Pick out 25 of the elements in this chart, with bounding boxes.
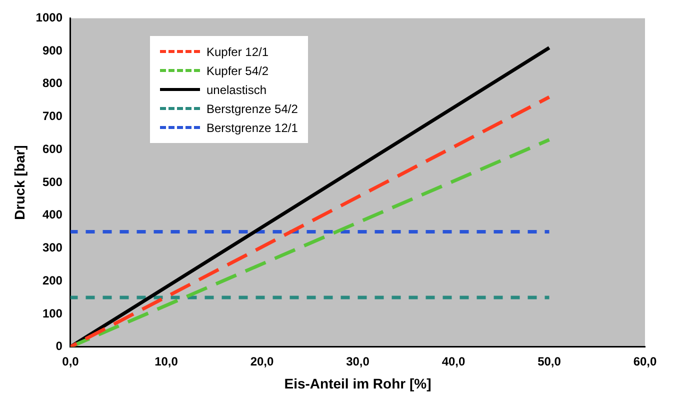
y-tick-label: 200: [42, 273, 63, 288]
legend-label: Kupfer 54/2: [206, 64, 269, 78]
legend-label: Kupfer 12/1: [206, 44, 269, 59]
x-tick-label: 0,0: [62, 354, 80, 368]
x-tick-label: 60,0: [633, 354, 657, 368]
y-tick-label: 1000: [36, 10, 63, 25]
y-tick-label: 0: [56, 339, 63, 354]
x-tick-label: 50,0: [538, 354, 562, 368]
legend-label: Berstgrenze 12/1: [206, 120, 298, 135]
y-tick-label: 800: [42, 76, 63, 90]
x-tick-label: 10,0: [154, 354, 178, 368]
y-tick-label: 300: [42, 240, 63, 255]
y-tick-label: 700: [42, 109, 63, 124]
x-axis-title: Eis-Anteil im Rohr [%]: [284, 375, 432, 392]
x-tick-label: 40,0: [442, 354, 466, 368]
y-tick-label: 500: [42, 174, 63, 189]
y-tick-label: 900: [42, 43, 63, 58]
y-tick-label: 600: [42, 142, 63, 156]
y-tick-label: 100: [42, 306, 63, 320]
x-tick-label: 30,0: [346, 354, 370, 368]
legend-label: Berstgrenze 54/2: [206, 102, 298, 116]
y-axis-title: Druck [bar]: [11, 145, 28, 220]
x-tick-label: 20,0: [250, 354, 274, 368]
y-tick-label: 400: [42, 208, 63, 222]
legend-label: unelastisch: [206, 82, 267, 97]
